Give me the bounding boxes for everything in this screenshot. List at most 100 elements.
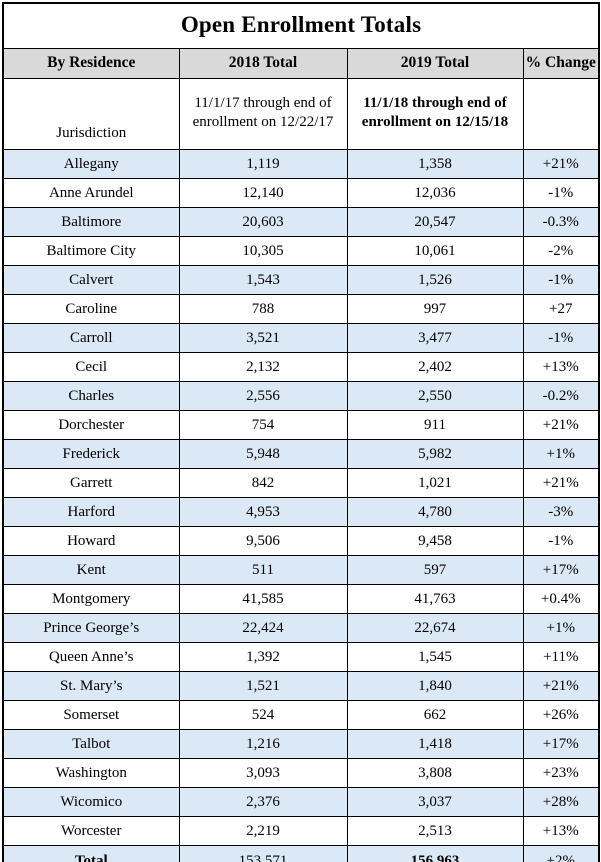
total-2018-cell: 22,424 (178, 613, 348, 644)
pct-change-cell: +1% (522, 613, 600, 644)
total-2018-cell: 2,556 (178, 381, 348, 412)
pct-change-cell: +17% (522, 729, 600, 760)
jurisdiction-cell: Carroll (2, 323, 180, 354)
table-row: Baltimore 20,603 20,547 -0.3% (2, 207, 600, 238)
pct-change-cell: -1% (522, 526, 600, 557)
column-header-residence: By Residence (2, 47, 180, 80)
table-row: Frederick 5,948 5,982 +1% (2, 439, 600, 470)
total-2018-cell: 1,216 (178, 729, 348, 760)
table-row: Baltimore City 10,305 10,061 -2% (2, 236, 600, 267)
pct-change-cell: -1% (522, 265, 600, 296)
total-2018-cell: 788 (178, 294, 348, 325)
column-header-row: By Residence 2018 Total 2019 Total % Cha… (2, 47, 600, 80)
total-2019-cell: 2,550 (346, 381, 524, 412)
table-row: Caroline 788 997 +27 (2, 294, 600, 325)
total-2019-cell: 2,402 (346, 352, 524, 383)
table-row: Dorchester 754 911 +21% (2, 410, 600, 441)
total-2019-cell: 1,418 (346, 729, 524, 760)
jurisdiction-cell: Queen Anne’s (2, 642, 180, 673)
jurisdiction-cell: Charles (2, 381, 180, 412)
total-2018-cell: 1,119 (178, 149, 348, 180)
jurisdiction-cell: Baltimore City (2, 236, 180, 267)
total-2018-cell: 2,132 (178, 352, 348, 383)
table-title: Open Enrollment Totals (2, 2, 600, 49)
total-2018-cell: 9,506 (178, 526, 348, 557)
pct-change-cell: +21% (522, 149, 600, 180)
total-2019-cell: 911 (346, 410, 524, 441)
column-header-pct-change: % Change (522, 47, 600, 80)
table-row: Queen Anne’s 1,392 1,545 +11% (2, 642, 600, 673)
total-2018-cell: 5,948 (178, 439, 348, 470)
total-2018-cell: 524 (178, 700, 348, 731)
total-2019-cell: 1,545 (346, 642, 524, 673)
total-2019-cell: 12,036 (346, 178, 524, 209)
total-2018-cell: 2,219 (178, 816, 348, 847)
pct-change-cell: +21% (522, 671, 600, 702)
jurisdiction-cell: Worcester (2, 816, 180, 847)
table-row: Washington 3,093 3,808 +23% (2, 758, 600, 789)
pct-change-cell: +23% (522, 758, 600, 789)
table-row: Cecil 2,132 2,402 +13% (2, 352, 600, 383)
table-body: Allegany 1,119 1,358 +21% Anne Arundel 12,140… (2, 149, 600, 847)
total-row: Total 153,571 156,963 +2% (2, 845, 600, 862)
jurisdiction-cell: Montgomery (2, 584, 180, 615)
jurisdiction-cell: Caroline (2, 294, 180, 325)
table-row: Prince George’s 22,424 22,674 +1% (2, 613, 600, 644)
jurisdiction-cell: Wicomico (2, 787, 180, 818)
jurisdiction-cell: Somerset (2, 700, 180, 731)
pct-change-cell: -3% (522, 497, 600, 528)
jurisdiction-label: Jurisdiction (2, 78, 180, 151)
table-row: Harford 4,953 4,780 -3% (2, 497, 600, 528)
total-2018-cell: 2,376 (178, 787, 348, 818)
jurisdiction-cell: Dorchester (2, 410, 180, 441)
total-2018-cell: 3,093 (178, 758, 348, 789)
period-note-2018: 11/1/17 through end of enrollment on 12/… (178, 78, 348, 151)
total-2019-cell: 1,840 (346, 671, 524, 702)
jurisdiction-cell: Howard (2, 526, 180, 557)
table-row: Montgomery 41,585 41,763 +0.4% (2, 584, 600, 615)
total-2018-value: 153,571 (178, 845, 348, 862)
total-2019-cell: 3,808 (346, 758, 524, 789)
total-2018-cell: 842 (178, 468, 348, 499)
subheader-row: Jurisdiction 11/1/17 through end of enro… (2, 78, 600, 151)
total-2019-cell: 20,547 (346, 207, 524, 238)
pct-change-cell: -2% (522, 236, 600, 267)
pct-change-cell: +11% (522, 642, 600, 673)
total-2018-cell: 1,521 (178, 671, 348, 702)
total-2018-cell: 41,585 (178, 584, 348, 615)
total-2019-cell: 10,061 (346, 236, 524, 267)
jurisdiction-cell: Washington (2, 758, 180, 789)
table-title-row: Open Enrollment Totals (2, 2, 600, 49)
jurisdiction-cell: Anne Arundel (2, 178, 180, 209)
table-row: Worcester 2,219 2,513 +13% (2, 816, 600, 847)
jurisdiction-cell: Talbot (2, 729, 180, 760)
table-row: Howard 9,506 9,458 -1% (2, 526, 600, 557)
total-2018-cell: 12,140 (178, 178, 348, 209)
table-row: Allegany 1,119 1,358 +21% (2, 149, 600, 180)
pct-change-cell: +21% (522, 410, 600, 441)
total-2018-cell: 511 (178, 555, 348, 586)
table-row: Talbot 1,216 1,418 +17% (2, 729, 600, 760)
jurisdiction-cell: Kent (2, 555, 180, 586)
total-label: Total (2, 845, 180, 862)
pct-change-cell: +28% (522, 787, 600, 818)
pct-change-cell: -0.2% (522, 381, 600, 412)
jurisdiction-cell: Cecil (2, 352, 180, 383)
jurisdiction-cell: Baltimore (2, 207, 180, 238)
table-row: Calvert 1,543 1,526 -1% (2, 265, 600, 296)
pct-change-cell: +26% (522, 700, 600, 731)
total-2018-cell: 10,305 (178, 236, 348, 267)
total-2019-cell: 662 (346, 700, 524, 731)
pct-change-cell: +1% (522, 439, 600, 470)
total-2018-cell: 20,603 (178, 207, 348, 238)
period-note-2019: 11/1/18 through end of enrollment on 12/… (346, 78, 524, 151)
total-2019-cell: 1,526 (346, 265, 524, 296)
total-2019-cell: 1,358 (346, 149, 524, 180)
total-2018-cell: 1,392 (178, 642, 348, 673)
pct-change-cell: -1% (522, 178, 600, 209)
jurisdiction-cell: Garrett (2, 468, 180, 499)
pct-change-cell: +13% (522, 816, 600, 847)
jurisdiction-cell: Harford (2, 497, 180, 528)
